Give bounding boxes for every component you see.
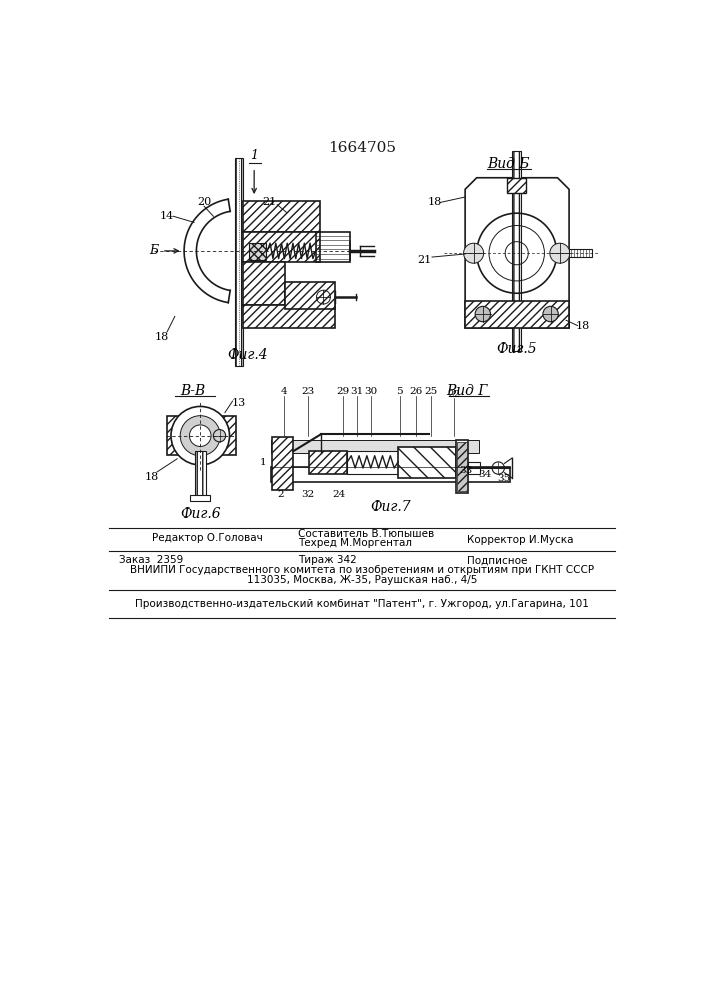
Text: Корректор И.Муска: Корректор И.Муска: [467, 535, 574, 545]
Text: Вид Г: Вид Г: [447, 384, 489, 398]
Bar: [398, 447, 456, 478]
Bar: [347, 451, 398, 474]
Text: 20: 20: [197, 197, 211, 207]
Bar: [243, 262, 285, 305]
Text: Фиг.5: Фиг.5: [496, 342, 537, 356]
Text: 35: 35: [497, 474, 510, 483]
Circle shape: [214, 430, 226, 442]
Text: 26: 26: [409, 387, 423, 396]
Text: В-В: В-В: [180, 384, 205, 398]
Bar: [195, 451, 206, 497]
Bar: [243, 305, 335, 328]
Bar: [512, 151, 521, 351]
Bar: [190, 495, 210, 501]
Text: Фиг.7: Фиг.7: [370, 500, 411, 514]
Bar: [457, 442, 467, 491]
Text: 14: 14: [160, 211, 174, 221]
Circle shape: [550, 243, 570, 263]
Text: Вид Б: Вид Б: [487, 157, 530, 171]
Text: 113035, Москва, Ж-35, Раушская наб., 4/5: 113035, Москва, Ж-35, Раушская наб., 4/5: [247, 575, 477, 585]
Text: 18: 18: [155, 332, 169, 342]
Text: 18: 18: [428, 197, 442, 207]
Bar: [243, 232, 320, 262]
Text: 13: 13: [232, 398, 246, 408]
Text: Заказ  2359: Заказ 2359: [119, 555, 184, 565]
Text: Фиг.6: Фиг.6: [180, 507, 221, 521]
Bar: [285, 282, 335, 309]
Bar: [508, 178, 526, 193]
Text: Составитель В.Тюпышев: Составитель В.Тюпышев: [298, 529, 434, 539]
Circle shape: [180, 416, 221, 456]
Text: 30: 30: [365, 387, 378, 396]
Text: 32: 32: [301, 490, 315, 499]
Text: 1664705: 1664705: [328, 141, 396, 155]
Text: 22: 22: [447, 390, 460, 399]
Text: 5: 5: [397, 387, 403, 396]
Bar: [465, 301, 569, 328]
Text: Тираж 342: Тираж 342: [298, 555, 357, 565]
Text: 25: 25: [425, 387, 438, 396]
Text: 1: 1: [250, 149, 258, 162]
Bar: [468, 462, 480, 474]
Bar: [272, 437, 293, 490]
Text: Техред М.Моргентал: Техред М.Моргентал: [298, 538, 412, 548]
Text: ВНИИПИ Государственного комитета по изобретениям и открытиям при ГКНТ СССР: ВНИИПИ Государственного комитета по изоб…: [130, 565, 594, 575]
Text: 2: 2: [278, 490, 284, 499]
Text: 29: 29: [336, 387, 349, 396]
Circle shape: [543, 306, 559, 322]
Text: 24: 24: [332, 490, 346, 499]
Bar: [456, 440, 468, 493]
Bar: [316, 232, 351, 262]
Text: 33: 33: [460, 466, 472, 475]
Text: Фиг.4: Фиг.4: [228, 348, 268, 362]
Circle shape: [475, 306, 491, 322]
Text: 18: 18: [145, 472, 159, 482]
Text: 18: 18: [575, 321, 590, 331]
Text: 1: 1: [260, 458, 267, 467]
Bar: [243, 201, 320, 232]
Bar: [271, 440, 479, 453]
Text: 23: 23: [301, 387, 315, 396]
Text: Редактор О.Головач: Редактор О.Головач: [152, 533, 262, 543]
Text: Производственно-издательский комбинат "Патент", г. Ужгород, ул.Гагарина, 101: Производственно-издательский комбинат "П…: [135, 599, 589, 609]
Circle shape: [464, 243, 484, 263]
Text: Подписное: Подписное: [467, 555, 528, 565]
Text: 31: 31: [351, 387, 364, 396]
Bar: [309, 451, 347, 474]
Text: 21: 21: [262, 197, 276, 207]
Text: 21: 21: [417, 255, 431, 265]
Bar: [249, 243, 266, 260]
Text: 34: 34: [479, 470, 492, 479]
Text: 4: 4: [281, 387, 288, 396]
Text: Б: Б: [149, 244, 158, 257]
Bar: [271, 466, 510, 482]
Bar: [235, 158, 243, 366]
Bar: [167, 416, 236, 455]
Circle shape: [171, 406, 230, 465]
Circle shape: [189, 425, 211, 446]
Polygon shape: [465, 178, 569, 328]
Bar: [569, 249, 592, 257]
